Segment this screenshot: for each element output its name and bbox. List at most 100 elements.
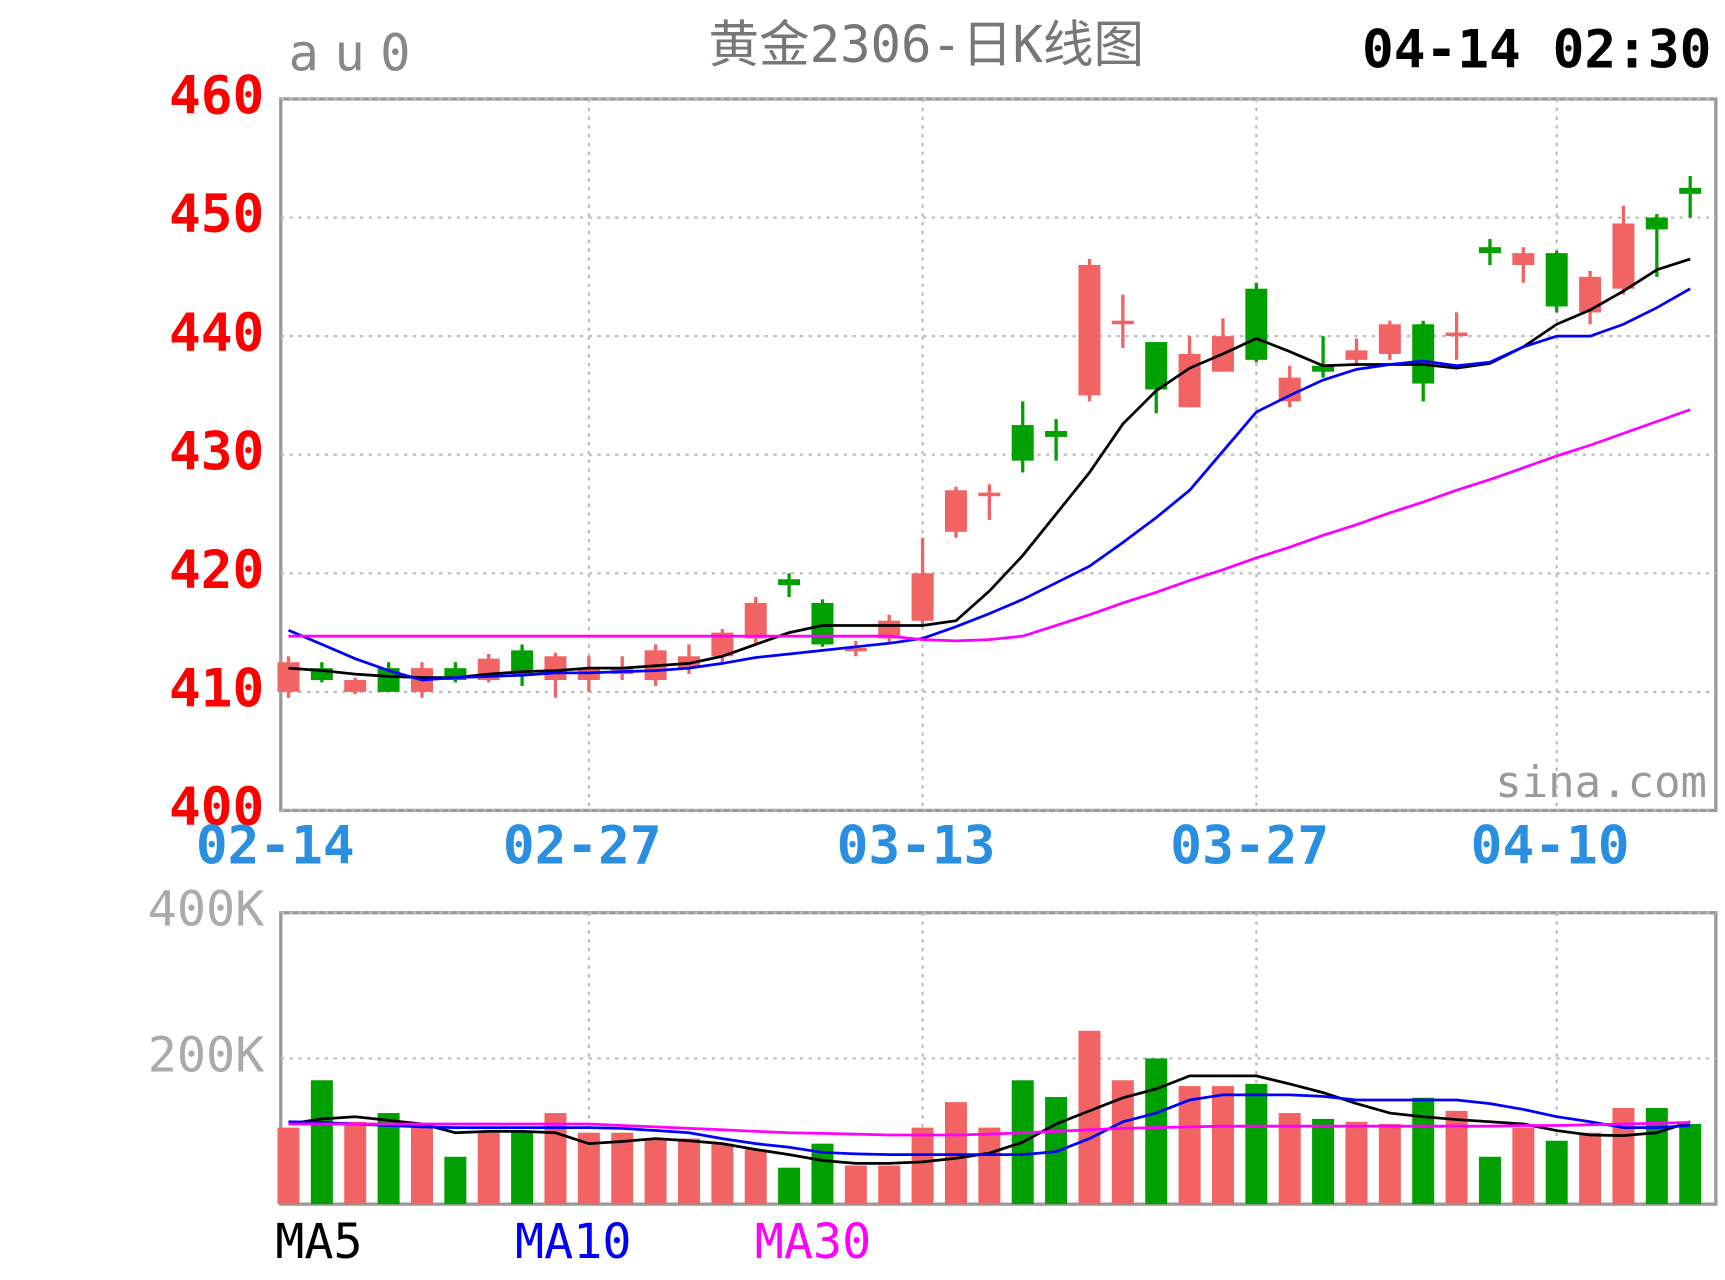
volume-bar <box>1245 1083 1268 1205</box>
y-tick-label: 420 <box>169 540 264 601</box>
candle-body <box>978 492 1001 497</box>
volume-bar <box>1178 1086 1201 1205</box>
candle-body <box>944 490 967 532</box>
y-tick-label: 400K <box>148 882 265 938</box>
x-tick-label: 02-14 <box>196 816 355 877</box>
volume-bar <box>1211 1086 1234 1205</box>
y-tick-label: 400 <box>169 777 264 838</box>
volume-bar <box>744 1149 767 1205</box>
candle-body <box>711 632 734 657</box>
volume-bar <box>1512 1127 1535 1205</box>
volume-bar <box>444 1156 467 1205</box>
candle-body <box>1512 253 1535 265</box>
volume-bar <box>878 1165 901 1205</box>
volume-bar <box>477 1132 500 1205</box>
candle-body <box>1045 430 1068 437</box>
legend-label: MA5 <box>275 1214 362 1270</box>
y-tick-label: 200K <box>148 1027 265 1083</box>
volume-bar <box>677 1138 700 1205</box>
y-tick-label: 450 <box>169 184 264 245</box>
candle-body <box>1111 320 1134 325</box>
candle-body <box>277 662 300 692</box>
volume-bar <box>1078 1030 1101 1205</box>
candle-body <box>1545 253 1568 307</box>
y-tick-label: 460 <box>169 66 264 127</box>
y-tick-label: 410 <box>169 659 264 720</box>
y-tick-label: 430 <box>169 421 264 482</box>
candle-body <box>344 680 367 692</box>
chart-title: 黄金2306-日K线图 <box>708 15 1144 74</box>
candle-body <box>1278 377 1301 402</box>
candle-body <box>811 602 834 645</box>
volume-bar <box>844 1165 867 1205</box>
legend-label: MA30 <box>755 1214 872 1270</box>
candle-body <box>1011 425 1034 461</box>
candle-body <box>377 668 400 692</box>
candle-body <box>1645 217 1668 230</box>
candle-body <box>1345 350 1368 360</box>
volume-bar <box>410 1123 433 1205</box>
volume-bar <box>1312 1118 1335 1205</box>
x-tick-label: 02-27 <box>503 816 662 877</box>
ma-line <box>288 1121 1691 1137</box>
candle-body <box>911 573 934 621</box>
volume-bar <box>1145 1058 1168 1205</box>
candle-body <box>1378 324 1401 354</box>
volume-bar <box>277 1127 300 1205</box>
volume-bar <box>1478 1156 1501 1205</box>
volume-bar <box>611 1132 634 1205</box>
candle-body <box>1312 365 1335 372</box>
volume-bar <box>778 1167 801 1205</box>
volume-bar <box>1412 1097 1435 1205</box>
volume-bar <box>344 1121 367 1205</box>
ma-line <box>288 257 1691 679</box>
volume-bar <box>1579 1132 1602 1205</box>
y-tick-label: 440 <box>169 303 264 364</box>
volume-bar <box>978 1127 1001 1205</box>
candle-body <box>511 650 534 675</box>
volume-bar <box>377 1113 400 1205</box>
ma-line <box>288 1074 1691 1165</box>
candle-body <box>1178 353 1201 408</box>
volume-bar <box>1679 1123 1702 1205</box>
volume-bar <box>577 1132 600 1205</box>
ma-line <box>288 1093 1691 1157</box>
candle-body <box>1478 247 1501 254</box>
volume-bar <box>1111 1080 1134 1205</box>
candle-body <box>544 656 567 681</box>
candle-body <box>844 647 867 652</box>
x-tick-label: 03-13 <box>837 816 996 877</box>
timestamp: 04-14 02:30 <box>1362 19 1711 80</box>
volume-bar <box>711 1143 734 1205</box>
candle-body <box>1412 324 1435 384</box>
volume-bar <box>1612 1107 1635 1205</box>
candle-body <box>310 668 333 681</box>
volume-bar <box>1378 1123 1401 1205</box>
volume-bar <box>511 1131 534 1205</box>
ma-line <box>288 408 1691 643</box>
x-tick-label: 03-27 <box>1170 816 1329 877</box>
candle-body <box>444 668 467 681</box>
candle-body <box>1579 276 1602 313</box>
x-tick-label: 04-10 <box>1471 816 1630 877</box>
candle-body <box>1679 187 1702 194</box>
volume-bar <box>1545 1140 1568 1205</box>
legend-label: MA10 <box>515 1214 632 1270</box>
volume-bar <box>644 1138 667 1205</box>
candle-body <box>1445 332 1468 337</box>
volume-bar <box>911 1127 934 1205</box>
volume-bar <box>944 1102 967 1205</box>
candle-body <box>1612 223 1635 289</box>
ma-line <box>287 287 1691 682</box>
volume-bar <box>1345 1121 1368 1205</box>
symbol: au0 <box>288 24 426 83</box>
candle-body <box>1245 288 1268 360</box>
candle-body <box>1078 264 1101 396</box>
candle-body <box>778 579 801 586</box>
volume-bar <box>310 1080 333 1205</box>
volume-bar <box>1278 1113 1301 1205</box>
volume-bar <box>1445 1110 1468 1205</box>
price-frame <box>279 97 1718 813</box>
candle-body <box>1145 342 1168 390</box>
